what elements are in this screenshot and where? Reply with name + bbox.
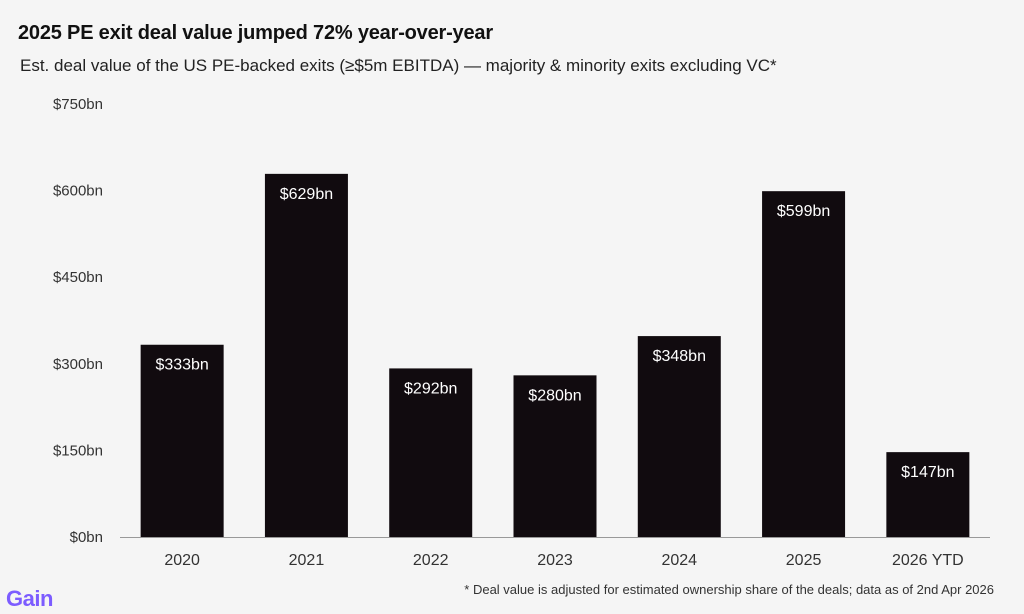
y-tick-label: $450bn: [53, 269, 103, 286]
x-tick-label: 2024: [661, 552, 697, 569]
gain-logo: Gain: [6, 586, 53, 611]
x-tick-label: 2026 YTD: [892, 552, 964, 569]
bar: [264, 173, 348, 537]
bar-data-label: $348bn: [653, 348, 706, 365]
y-tick-label: $600bn: [53, 183, 103, 200]
bar: [637, 336, 721, 537]
bar-data-label: $629bn: [280, 186, 333, 203]
y-tick-label: $750bn: [53, 96, 103, 113]
chart-title: 2025 PE exit deal value jumped 72% year-…: [18, 22, 493, 44]
y-axis: $0bn $150bn $300bn $450bn $600bn $750bn: [53, 96, 103, 546]
bar: [762, 191, 846, 537]
bar-data-label: $280bn: [528, 387, 581, 404]
y-tick-label: $150bn: [53, 442, 103, 459]
bar: [886, 452, 970, 537]
x-tick-label: 2023: [537, 552, 573, 569]
bar: [389, 368, 473, 537]
y-tick-label: $300bn: [53, 356, 103, 373]
y-tick-label: $0bn: [70, 529, 103, 546]
bar-data-label: $599bn: [777, 203, 830, 220]
x-tick-label: 2021: [289, 552, 325, 569]
x-tick-label: 2022: [413, 552, 449, 569]
bar-data-label: $292bn: [404, 380, 457, 397]
footnote: * Deal value is adjusted for estimated o…: [464, 582, 994, 597]
bar-data-label: $333bn: [155, 357, 208, 374]
bar: [513, 375, 597, 537]
bar: [140, 344, 224, 537]
x-tick-label: 2020: [164, 552, 200, 569]
x-tick-label: 2025: [786, 552, 822, 569]
bar-data-label: $147bn: [901, 464, 954, 481]
x-axis: 2020 2021 2022 2023 2024 2025 2026 YTD: [164, 552, 963, 569]
bars: $333bn $629bn $292bn $280bn $348bn $599bn $147…: [140, 173, 970, 537]
chart-subtitle: Est. deal value of the US PE-backed exit…: [20, 56, 777, 75]
